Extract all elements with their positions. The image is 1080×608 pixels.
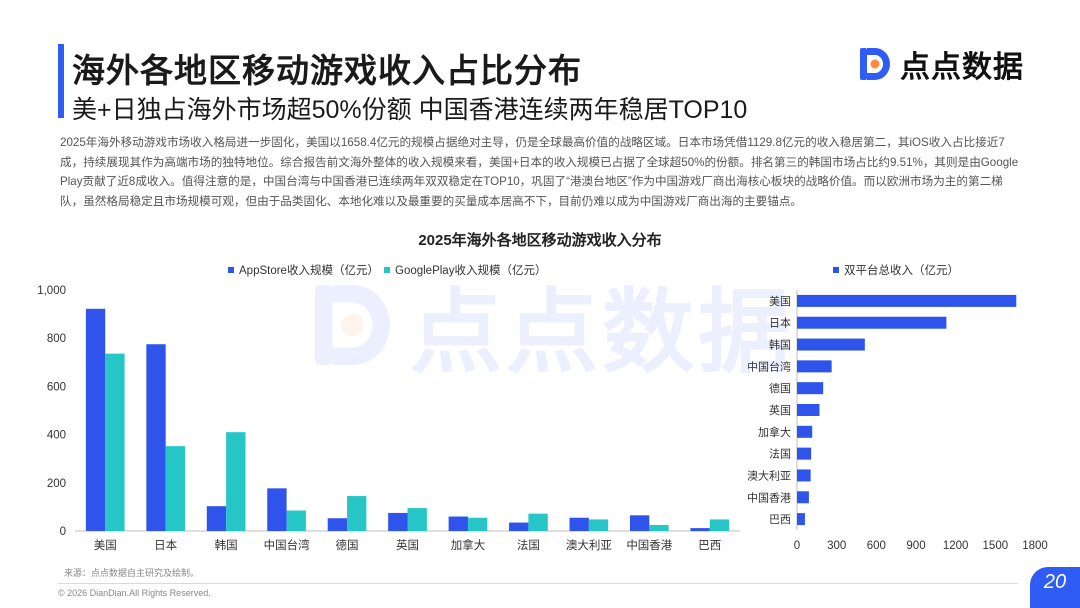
logo-icon	[860, 48, 890, 80]
page-subtitle: 美+日独占海外市场超50%份额 中国香港连续两年稳居TOP10	[72, 96, 748, 124]
bar-total	[797, 360, 832, 373]
bar-total	[797, 447, 812, 460]
bar-googleplay	[165, 446, 186, 531]
copyright: © 2026 DianDian.All Rights Reserved.	[58, 588, 211, 598]
page-title: 海外各地区移动游戏收入占比分布	[72, 52, 582, 89]
x-tick-label: 韩国	[215, 538, 238, 552]
brand-logo: 点点数据	[858, 44, 1024, 84]
y-tick-label: 日本	[769, 316, 791, 330]
watermark-icon	[315, 284, 390, 365]
x-tick-label: 900	[906, 540, 925, 552]
x-tick-label: 德国	[336, 538, 359, 552]
bar-googleplay	[226, 432, 246, 531]
x-tick-label: 1500	[983, 540, 1009, 552]
page-number: 20	[1043, 571, 1067, 593]
x-tick-label: 澳大利亚	[566, 538, 612, 552]
summary-paragraph: 2025年海外移动游戏市场收入格局进一步固化，美国以1658.4亿元的规模占据绝…	[60, 136, 1019, 208]
bar-appstore	[85, 308, 106, 531]
bar-appstore	[690, 528, 710, 531]
legend-googleplay-swatch	[384, 267, 390, 273]
legend-total: 双平台总收入（亿元）	[833, 262, 959, 278]
bar-appstore	[629, 515, 650, 531]
bar-appstore	[388, 512, 408, 531]
x-tick-label: 300	[827, 540, 846, 552]
legend-appstore: AppStore收入规模（亿元）	[228, 262, 379, 278]
legend-googleplay-label: GooglePlay收入规模（亿元）	[395, 265, 547, 277]
bar-total	[797, 425, 813, 438]
y-tick-label: 美国	[769, 295, 791, 308]
y-tick-label: 0	[60, 526, 66, 538]
y-tick-label: 英国	[769, 403, 791, 417]
bar-googleplay	[105, 353, 125, 531]
bar-total	[797, 469, 811, 482]
x-tick-label: 1800	[1022, 540, 1048, 552]
y-tick-label: 澳大利亚	[747, 468, 791, 482]
y-tick-label: 800	[47, 333, 66, 345]
bar-googleplay	[709, 519, 730, 531]
x-tick-label: 600	[867, 540, 886, 552]
watermark-text: 点点数据	[410, 282, 795, 384]
y-tick-label: 200	[47, 478, 66, 490]
bar-googleplay	[588, 519, 609, 531]
y-tick-label: 加拿大	[758, 425, 791, 439]
y-tick-label: 韩国	[769, 338, 791, 352]
bar-appstore	[206, 506, 227, 531]
legend-appstore-swatch	[228, 267, 234, 273]
bar-appstore	[569, 517, 589, 531]
x-tick-label: 法国	[517, 538, 540, 552]
x-tick-label: 巴西	[698, 540, 721, 552]
bar-googleplay	[407, 508, 427, 531]
legend-total-label: 双平台总收入（亿元）	[844, 265, 959, 277]
x-tick-label: 日本	[154, 538, 177, 552]
y-tick-label: 1,000	[37, 285, 66, 297]
legend-total-swatch	[833, 267, 839, 273]
x-tick-label: 英国	[396, 538, 419, 552]
bar-appstore	[448, 516, 468, 531]
y-tick-label: 400	[47, 430, 66, 442]
bar-googleplay	[528, 513, 548, 531]
bar-total	[797, 382, 824, 395]
bar-appstore	[327, 518, 348, 531]
bar-googleplay	[467, 517, 488, 531]
page-number-tab	[1030, 567, 1080, 608]
y-tick-label: 中国台湾	[747, 359, 791, 373]
bar-total	[797, 491, 809, 504]
x-tick-label: 1200	[943, 540, 969, 552]
bar-appstore	[509, 522, 529, 531]
y-tick-label: 巴西	[769, 514, 791, 526]
bar-total	[797, 294, 1017, 307]
y-tick-label: 法国	[769, 447, 791, 461]
bar-total	[797, 316, 947, 329]
bar-total	[797, 513, 805, 526]
watermark: 点点数据	[310, 258, 794, 391]
bar-googleplay	[347, 496, 367, 531]
x-tick-label: 中国台湾	[264, 538, 310, 552]
bar-appstore	[146, 344, 166, 531]
bar-total	[797, 338, 865, 351]
x-tick-label: 0	[794, 540, 800, 552]
y-tick-label: 德国	[769, 381, 791, 395]
footer-divider	[58, 583, 1018, 584]
y-tick-label: 中国香港	[747, 491, 791, 504]
source-note: 来源：点点数据自主研究及绘制。	[64, 568, 200, 578]
bar-googleplay	[649, 524, 669, 531]
bar-total	[797, 404, 820, 416]
x-tick-label: 加拿大	[451, 538, 486, 552]
chart-title: 2025年海外各地区移动游戏收入分布	[418, 232, 662, 249]
x-tick-label: 中国香港	[626, 539, 672, 552]
y-tick-label: 600	[47, 381, 66, 393]
legend-appstore-label: AppStore收入规模（亿元）	[239, 265, 379, 277]
bar-appstore	[267, 488, 287, 531]
title-accent-bar	[58, 44, 64, 118]
x-tick-label: 美国	[94, 538, 117, 552]
logo-text: 点点数据	[900, 51, 1024, 84]
bar-googleplay	[286, 510, 306, 531]
legend-googleplay: GooglePlay收入规模（亿元）	[384, 262, 546, 278]
